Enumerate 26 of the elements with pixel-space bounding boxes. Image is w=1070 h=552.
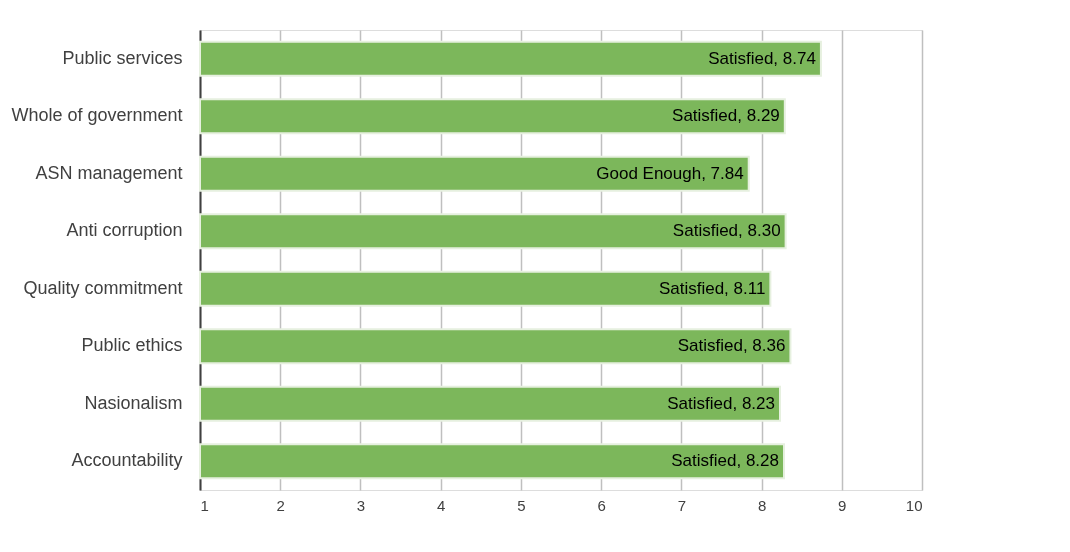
data-label: Satisfied, 8.11 <box>658 278 766 298</box>
data-label: Satisfied, 8.30 <box>672 221 781 241</box>
data-label: Satisfied, 8.74 <box>708 48 816 68</box>
x-tick-label: 9 <box>838 496 847 514</box>
y-tick-label: Public ethics <box>81 335 183 356</box>
x-tick-label: 2 <box>276 496 285 514</box>
data-label: Good Enough, 7.84 <box>596 163 744 183</box>
x-tick-label: 8 <box>757 496 767 514</box>
data-label: Satisfied, 8.36 <box>677 336 786 356</box>
y-tick-label: Whole of government <box>11 105 183 126</box>
x-tick-label: 10 <box>905 496 923 514</box>
x-tick-label: 3 <box>356 496 366 514</box>
x-tick-label: 5 <box>517 496 526 514</box>
data-label: Satisfied, 8.23 <box>667 393 776 413</box>
x-tick-label: 4 <box>436 496 446 514</box>
data-label: Satisfied, 8.29 <box>672 106 780 126</box>
x-tick-label: 6 <box>597 496 606 514</box>
y-tick-label: Quality commitment <box>23 277 183 298</box>
y-tick-label: Nasionalism <box>84 392 183 413</box>
x-tick-label: 7 <box>677 496 687 514</box>
y-tick-label: Anti corruption <box>66 220 183 241</box>
y-tick-label: Public services <box>62 47 183 68</box>
data-label: Satisfied, 8.28 <box>671 451 780 471</box>
x-tick-label: 1 <box>200 496 209 514</box>
y-tick-label: Accountability <box>71 450 183 471</box>
y-tick-label: ASN management <box>35 162 183 183</box>
